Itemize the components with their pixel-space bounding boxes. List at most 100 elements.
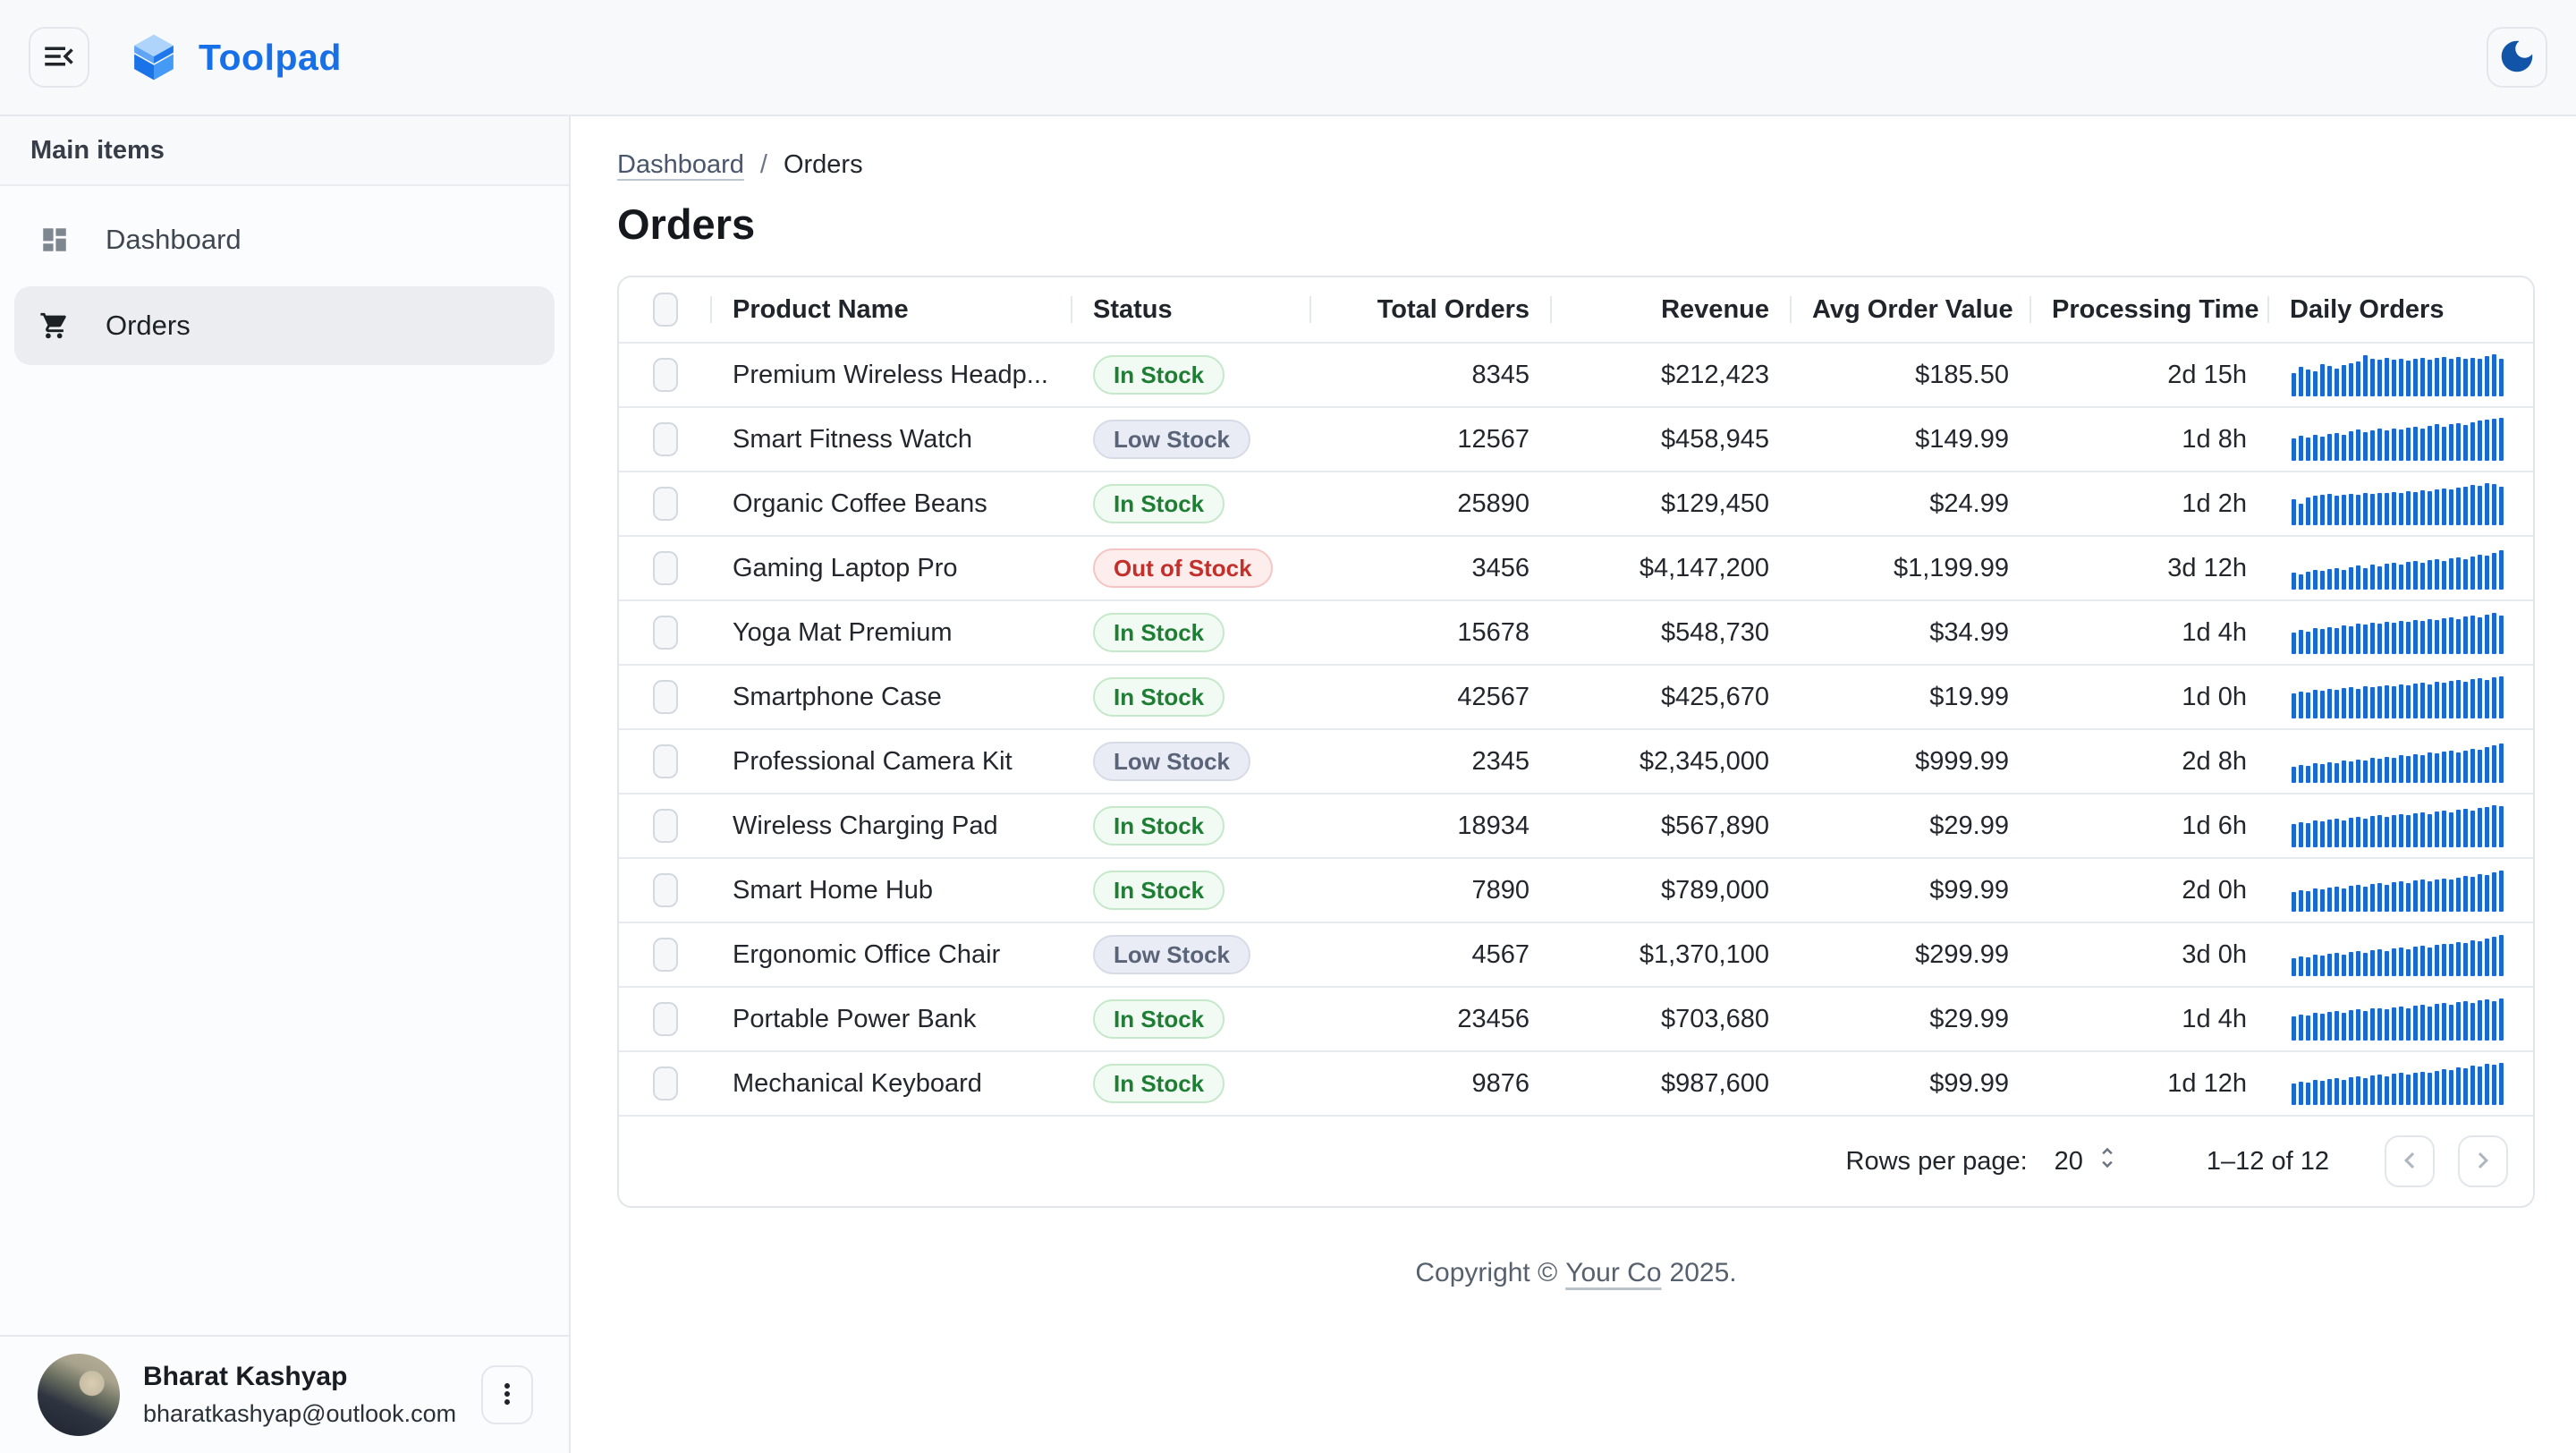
product-name-cell: Gaming Laptop Pro bbox=[733, 553, 958, 582]
shell: Main items Dashboard Orders Bharat Kashya… bbox=[0, 116, 2576, 1453]
sidebar-nav: Dashboard Orders bbox=[0, 186, 569, 1335]
daily-orders-sparkline bbox=[2290, 482, 2512, 525]
avg-order-value-cell: $29.99 bbox=[1929, 811, 2009, 840]
avg-order-value-cell: $185.50 bbox=[1915, 360, 2009, 389]
daily-orders-cell bbox=[2268, 804, 2533, 847]
processing-time-cell: 1d 0h bbox=[2182, 682, 2247, 711]
processing-time-cell: 2d 8h bbox=[2182, 746, 2247, 776]
status-badge: Low Stock bbox=[1093, 935, 1251, 974]
product-name-cell: Wireless Charging Pad bbox=[733, 811, 998, 840]
column-header-avg_order_value[interactable]: Avg Order Value bbox=[1791, 295, 2030, 325]
product-name-cell: Ergonomic Office Chair bbox=[733, 939, 1001, 969]
table-row: Smart Home Hub In Stock 7890 $789,000 $99.99… bbox=[619, 857, 2533, 922]
sidebar: Main items Dashboard Orders Bharat Kashya… bbox=[0, 116, 571, 1453]
product-name-cell: Mechanical Keyboard bbox=[733, 1068, 982, 1098]
row-checkbox-cell bbox=[619, 873, 711, 907]
user-avatar[interactable] bbox=[38, 1354, 120, 1436]
total-orders-cell: 12567 bbox=[1457, 424, 1530, 454]
row-checkbox[interactable] bbox=[652, 938, 678, 972]
status-cell: In Stock bbox=[1072, 355, 1310, 395]
avg-order-value-cell: $19.99 bbox=[1929, 682, 2009, 711]
theme-toggle-button[interactable] bbox=[2487, 27, 2547, 88]
row-checkbox-cell bbox=[619, 616, 711, 650]
total-orders-cell: 42567 bbox=[1457, 682, 1530, 711]
status-badge: Low Stock bbox=[1093, 420, 1251, 459]
row-checkbox[interactable] bbox=[652, 616, 678, 650]
row-checkbox-cell bbox=[619, 551, 711, 585]
more-vert-icon bbox=[491, 1378, 523, 1413]
total-orders-cell: 9876 bbox=[1471, 1068, 1530, 1098]
row-checkbox[interactable] bbox=[652, 551, 678, 585]
row-checkbox-cell bbox=[619, 358, 711, 392]
sidebar-item-orders[interactable]: Orders bbox=[14, 286, 555, 365]
previous-page-button[interactable] bbox=[2385, 1135, 2435, 1187]
status-cell: Low Stock bbox=[1072, 420, 1310, 459]
user-menu-button[interactable] bbox=[481, 1365, 533, 1424]
select-all-checkbox[interactable] bbox=[652, 293, 678, 327]
daily-orders-sparkline bbox=[2290, 611, 2512, 654]
status-badge: In Stock bbox=[1093, 677, 1225, 717]
processing-time-cell: 3d 12h bbox=[2167, 553, 2247, 582]
column-header-processing_time[interactable]: Processing Time bbox=[2030, 295, 2268, 325]
dashboard-icon bbox=[39, 225, 70, 255]
sidebar-section-label: Main items bbox=[30, 135, 165, 165]
column-header-revenue[interactable]: Revenue bbox=[1551, 295, 1791, 325]
table-row: Organic Coffee Beans In Stock 25890 $129,45… bbox=[619, 471, 2533, 535]
table-row: Yoga Mat Premium In Stock 15678 $548,730 $34… bbox=[619, 599, 2533, 664]
table-header: Product Name Status Total Orders Revenue Avg… bbox=[619, 277, 2533, 342]
footer-company-link[interactable]: Your Co bbox=[1565, 1258, 1662, 1287]
daily-orders-cell bbox=[2268, 869, 2533, 912]
breadcrumb-separator: / bbox=[759, 150, 767, 179]
row-checkbox[interactable] bbox=[652, 744, 678, 778]
cart-icon bbox=[39, 310, 70, 341]
daily-orders-cell bbox=[2268, 353, 2533, 396]
next-page-button[interactable] bbox=[2458, 1135, 2508, 1187]
moon-icon bbox=[2496, 36, 2538, 80]
revenue-cell: $703,680 bbox=[1661, 1004, 1769, 1033]
brand: Toolpad bbox=[129, 32, 342, 82]
total-orders-cell: 15678 bbox=[1457, 617, 1530, 647]
row-checkbox[interactable] bbox=[652, 1002, 678, 1036]
total-orders-cell: 4567 bbox=[1471, 939, 1530, 969]
column-header-daily_orders[interactable]: Daily Orders bbox=[2290, 294, 2445, 324]
sidebar-item-dashboard[interactable]: Dashboard bbox=[14, 200, 555, 279]
orders-table: Product Name Status Total Orders Revenue Avg… bbox=[617, 276, 2535, 1208]
processing-time-cell: 1d 12h bbox=[2167, 1068, 2247, 1098]
breadcrumb-link-dashboard[interactable]: Dashboard bbox=[617, 150, 744, 179]
status-cell: In Stock bbox=[1072, 806, 1310, 845]
status-badge: In Stock bbox=[1093, 484, 1225, 523]
processing-time-cell: 1d 6h bbox=[2182, 811, 2247, 840]
page-title: Orders bbox=[617, 200, 756, 248]
daily-orders-sparkline bbox=[2290, 676, 2512, 718]
column-header-status[interactable]: Status bbox=[1072, 295, 1310, 325]
sidebar-item-label: Orders bbox=[106, 310, 191, 341]
row-checkbox[interactable] bbox=[652, 809, 678, 843]
row-checkbox[interactable] bbox=[652, 422, 678, 456]
table-row: Smart Fitness Watch Low Stock 12567 $458,94… bbox=[619, 406, 2533, 471]
revenue-cell: $789,000 bbox=[1661, 875, 1769, 905]
rows-per-page-label: Rows per page: bbox=[1845, 1146, 2028, 1176]
status-cell: In Stock bbox=[1072, 484, 1310, 523]
processing-time-cell: 1d 4h bbox=[2182, 617, 2247, 647]
revenue-cell: $425,670 bbox=[1661, 682, 1769, 711]
row-checkbox[interactable] bbox=[652, 487, 678, 521]
column-header-name[interactable]: Product Name bbox=[711, 295, 1072, 325]
row-checkbox[interactable] bbox=[652, 873, 678, 907]
revenue-cell: $2,345,000 bbox=[1639, 746, 1769, 776]
table-row: Mechanical Keyboard In Stock 9876 $987,600 $… bbox=[619, 1050, 2533, 1115]
row-checkbox[interactable] bbox=[652, 680, 678, 714]
processing-time-cell: 2d 0h bbox=[2182, 875, 2247, 905]
column-header-total_orders[interactable]: Total Orders bbox=[1310, 295, 1551, 325]
daily-orders-sparkline bbox=[2290, 998, 2512, 1041]
processing-time-cell: 3d 0h bbox=[2182, 939, 2247, 969]
avg-order-value-cell: $99.99 bbox=[1929, 875, 2009, 905]
status-badge: In Stock bbox=[1093, 999, 1225, 1039]
breadcrumb-current: Orders bbox=[783, 150, 863, 179]
table-row: Smartphone Case In Stock 42567 $425,670 $19.… bbox=[619, 664, 2533, 728]
row-checkbox[interactable] bbox=[652, 358, 678, 392]
rows-per-page-select[interactable]: 20 bbox=[2055, 1144, 2121, 1178]
status-badge: In Stock bbox=[1093, 355, 1225, 395]
daily-orders-sparkline bbox=[2290, 740, 2512, 783]
row-checkbox[interactable] bbox=[652, 1066, 678, 1100]
sidebar-collapse-button[interactable] bbox=[29, 27, 89, 88]
